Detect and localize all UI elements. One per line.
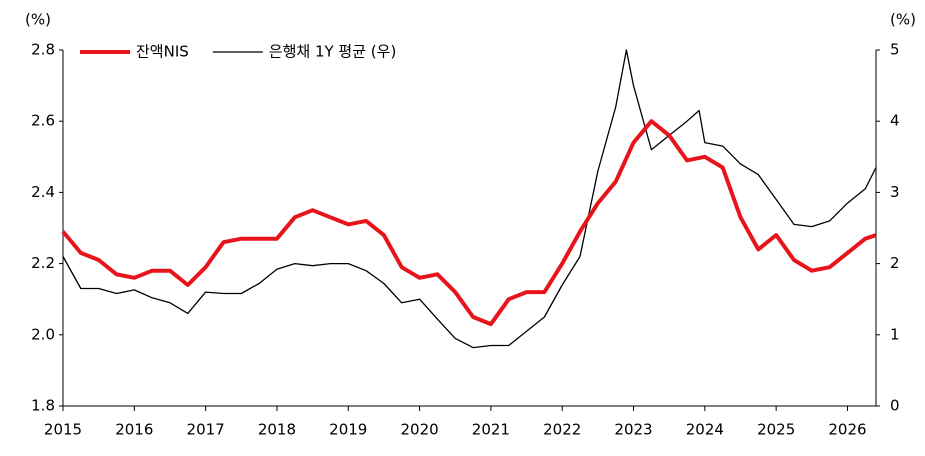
y-axis-label: (%): [25, 11, 51, 29]
y2-tick-label: 4: [890, 112, 900, 130]
y2-tick-label: 5: [890, 41, 900, 59]
x-tick-label: 2015: [44, 421, 82, 439]
x-tick-label: 2019: [329, 421, 367, 439]
y-tick-label: 2.4: [31, 183, 55, 201]
y2-tick-label: 2: [890, 254, 900, 272]
y2-axis-label: (%): [890, 11, 916, 29]
legend-label: 잔액NIS: [136, 43, 189, 61]
x-tick-label: 2022: [543, 421, 581, 439]
y-tick-label: 2.8: [31, 41, 55, 59]
x-tick-label: 2020: [400, 421, 438, 439]
x-tick-label: 2017: [187, 421, 225, 439]
line-series: [61, 119, 877, 327]
y2-tick-label: 1: [890, 325, 900, 343]
y-tick-label: 2.0: [31, 325, 55, 343]
x-tick-label: 2023: [614, 421, 652, 439]
y2-tick-label: 3: [890, 183, 900, 201]
y2-tick-label: 0: [890, 397, 900, 415]
x-tick-label: 2018: [258, 421, 296, 439]
x-tick-label: 2021: [472, 421, 510, 439]
x-tick-label: 2016: [115, 421, 153, 439]
legend-label: 은행채 1Y 평균 (우): [269, 43, 397, 61]
y-tick-label: 1.8: [31, 397, 55, 415]
x-tick-label: 2026: [828, 421, 866, 439]
line-series: [62, 49, 877, 349]
y-tick-label: 2.6: [31, 112, 55, 130]
y-tick-label: 2.2: [31, 254, 55, 272]
x-tick-label: 2024: [686, 421, 724, 439]
x-tick-label: 2025: [757, 421, 795, 439]
